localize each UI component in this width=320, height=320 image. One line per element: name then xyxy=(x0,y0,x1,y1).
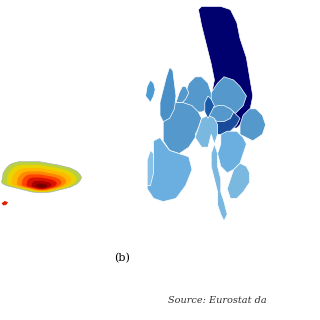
Polygon shape xyxy=(160,67,176,122)
Polygon shape xyxy=(240,109,266,141)
Polygon shape xyxy=(205,96,214,118)
Polygon shape xyxy=(32,181,52,188)
Polygon shape xyxy=(6,165,77,192)
Polygon shape xyxy=(2,201,8,205)
Polygon shape xyxy=(163,102,202,154)
Polygon shape xyxy=(146,80,155,102)
Polygon shape xyxy=(198,6,253,128)
Polygon shape xyxy=(208,109,240,134)
Polygon shape xyxy=(218,131,246,173)
Polygon shape xyxy=(182,77,211,112)
Polygon shape xyxy=(2,162,82,193)
Polygon shape xyxy=(12,168,72,191)
Polygon shape xyxy=(36,184,47,188)
Polygon shape xyxy=(147,138,192,202)
Text: (b): (b) xyxy=(114,252,130,263)
Polygon shape xyxy=(195,128,205,138)
Text: Source: Eurostat da: Source: Eurostat da xyxy=(168,296,267,305)
Polygon shape xyxy=(195,115,227,221)
Polygon shape xyxy=(208,106,234,122)
Polygon shape xyxy=(22,174,61,190)
Polygon shape xyxy=(208,77,246,118)
Polygon shape xyxy=(176,86,189,102)
Polygon shape xyxy=(17,171,67,191)
Polygon shape xyxy=(147,150,154,186)
Polygon shape xyxy=(227,163,250,198)
Polygon shape xyxy=(27,178,57,189)
